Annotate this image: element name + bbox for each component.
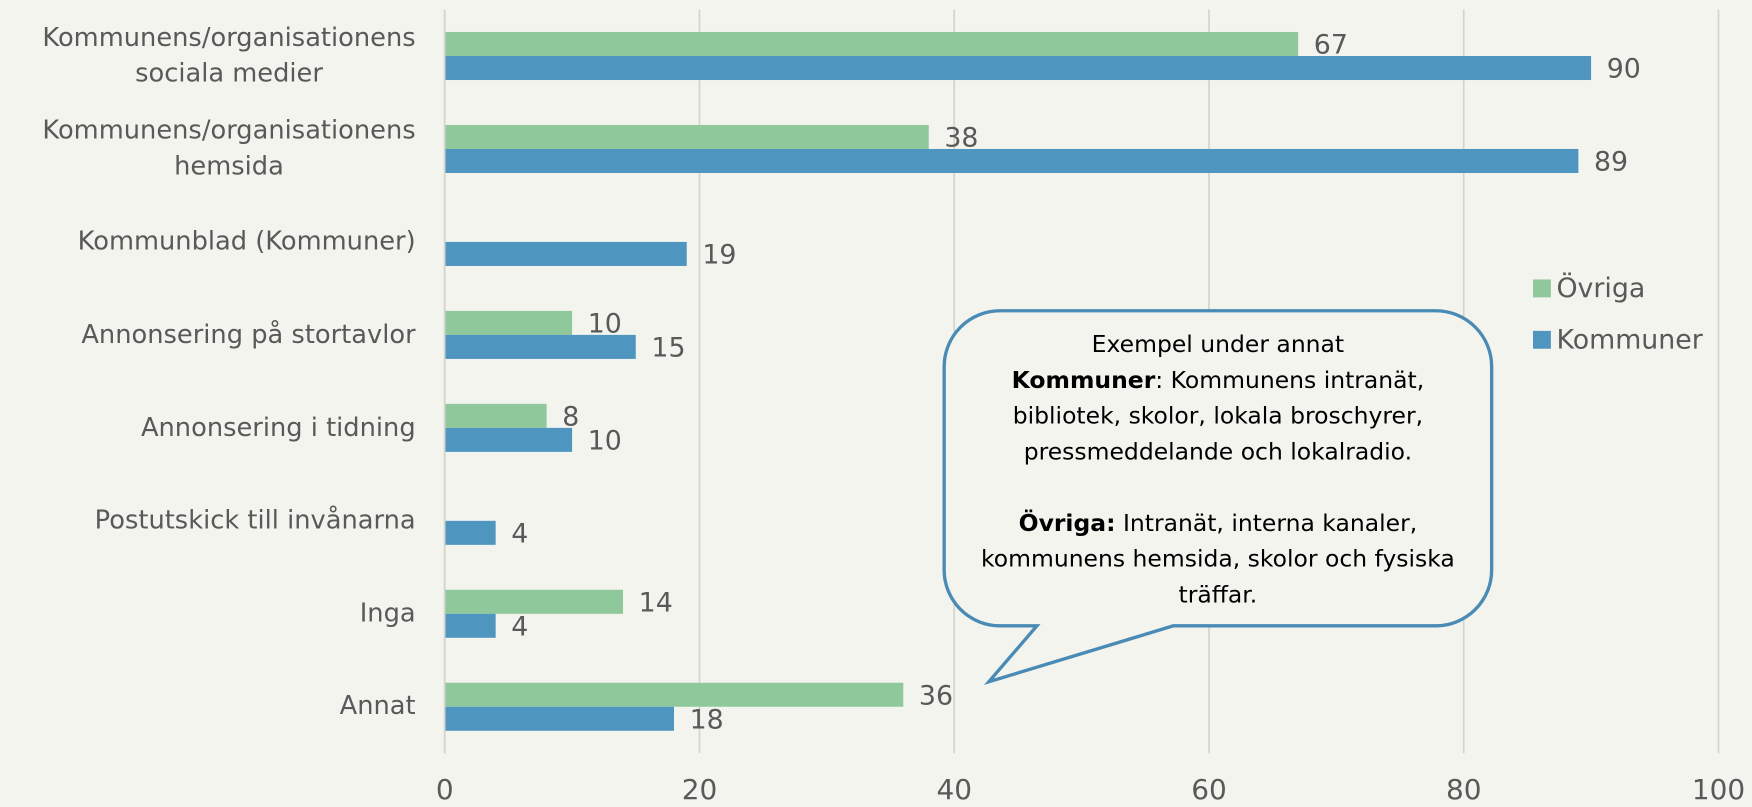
bar xyxy=(444,427,573,452)
callout-label: Kommuner xyxy=(1011,366,1156,394)
category-label-box: Annonsering i tidning xyxy=(0,383,416,472)
value-label: 4 xyxy=(511,612,528,643)
category-label-wrap: Postutskick till invånarna xyxy=(0,476,416,565)
callout-body: : Kommunens intranät, bibliotek, skolor,… xyxy=(1012,366,1425,465)
value-label: 38 xyxy=(944,123,978,154)
bar xyxy=(444,682,904,707)
category-label-box: Inga xyxy=(0,569,416,658)
y-tick-label: Annonsering på stortavlor xyxy=(81,320,416,350)
callout-box xyxy=(942,309,1494,685)
callout-paragraph: Övriga: Intranät, interna kanaler, kommu… xyxy=(972,505,1464,612)
bar xyxy=(444,589,624,614)
value-label: 89 xyxy=(1594,147,1628,178)
value-label: 18 xyxy=(690,704,724,735)
bar xyxy=(444,520,496,545)
value-label: 10 xyxy=(588,309,622,340)
x-tick-label: 40 xyxy=(936,773,972,806)
legend-label: Övriga xyxy=(1556,272,1645,304)
value-label: 67 xyxy=(1314,30,1348,61)
value-label: 19 xyxy=(702,240,736,271)
category-label-wrap: Kommunblad (Kommuner) xyxy=(0,197,416,286)
category-label-box: Annonsering på stortavlor xyxy=(0,290,416,379)
callout-title: Exempel under annat xyxy=(1091,330,1345,358)
bar xyxy=(444,613,496,638)
value-label: 36 xyxy=(919,680,953,711)
value-label: 14 xyxy=(639,588,673,619)
callout-text: Exempel under annat Kommuner: Kommunens … xyxy=(972,326,1464,612)
category-label-box: Postutskick till invånarna xyxy=(0,476,416,565)
x-tick-label: 80 xyxy=(1446,773,1482,806)
value-label: 90 xyxy=(1607,54,1641,85)
y-tick-label: Inga xyxy=(359,599,416,629)
category-label-wrap: Kommunens/organisationens hemsida xyxy=(0,104,416,193)
bar xyxy=(444,124,929,149)
x-tick-label: 20 xyxy=(682,773,718,806)
y-tick-label: Kommunblad (Kommuner) xyxy=(77,227,416,257)
category-label-box: Kommunens/organisationens hemsida xyxy=(0,104,416,193)
y-tick-label: Kommunens/organisationens sociala medier xyxy=(42,23,416,89)
callout-body: Intranät, interna kanaler, kommunens hem… xyxy=(980,509,1455,608)
category-label-wrap: Annonsering på stortavlor xyxy=(0,290,416,379)
legend-swatch xyxy=(1533,279,1551,298)
category-label-box: Annat xyxy=(0,662,416,751)
bar xyxy=(444,334,636,359)
category-label-wrap: Annat xyxy=(0,662,416,751)
value-label: 4 xyxy=(511,519,528,550)
bar xyxy=(444,403,547,428)
bar xyxy=(444,148,1579,173)
category-label-wrap: Inga xyxy=(0,569,416,658)
y-tick-label: Annat xyxy=(339,692,416,722)
category-label-box: Kommunens/organisationens sociala medier xyxy=(0,11,416,100)
x-tick-label: 60 xyxy=(1191,773,1227,806)
y-tick-label: Kommunens/organisationens hemsida xyxy=(42,116,416,182)
legend-label: Kommuner xyxy=(1556,324,1703,355)
y-tick-label: Annonsering i tidning xyxy=(140,413,416,443)
legend-swatch xyxy=(1533,330,1551,349)
x-tick-label: 100 xyxy=(1692,773,1745,806)
category-label-wrap: Kommunens/organisationens sociala medier xyxy=(0,11,416,100)
value-label: 15 xyxy=(651,333,685,364)
bar xyxy=(444,706,674,731)
callout: Exempel under annat Kommuner: Kommunens … xyxy=(972,326,1464,612)
y-tick-label: Postutskick till invånarna xyxy=(94,506,416,536)
value-label: 10 xyxy=(588,426,622,457)
bar xyxy=(444,56,1592,81)
bar xyxy=(444,241,687,266)
bar xyxy=(444,31,1299,57)
x-tick-label: 0 xyxy=(436,773,454,806)
callout-label: Övriga: xyxy=(1018,509,1116,537)
bar xyxy=(444,310,573,335)
callout-paragraph: Kommuner: Kommunens intranät, bibliotek,… xyxy=(972,362,1464,469)
value-label: 8 xyxy=(562,402,579,433)
category-label-wrap: Annonsering i tidning xyxy=(0,383,416,472)
category-label-box: Kommunblad (Kommuner) xyxy=(0,197,416,286)
